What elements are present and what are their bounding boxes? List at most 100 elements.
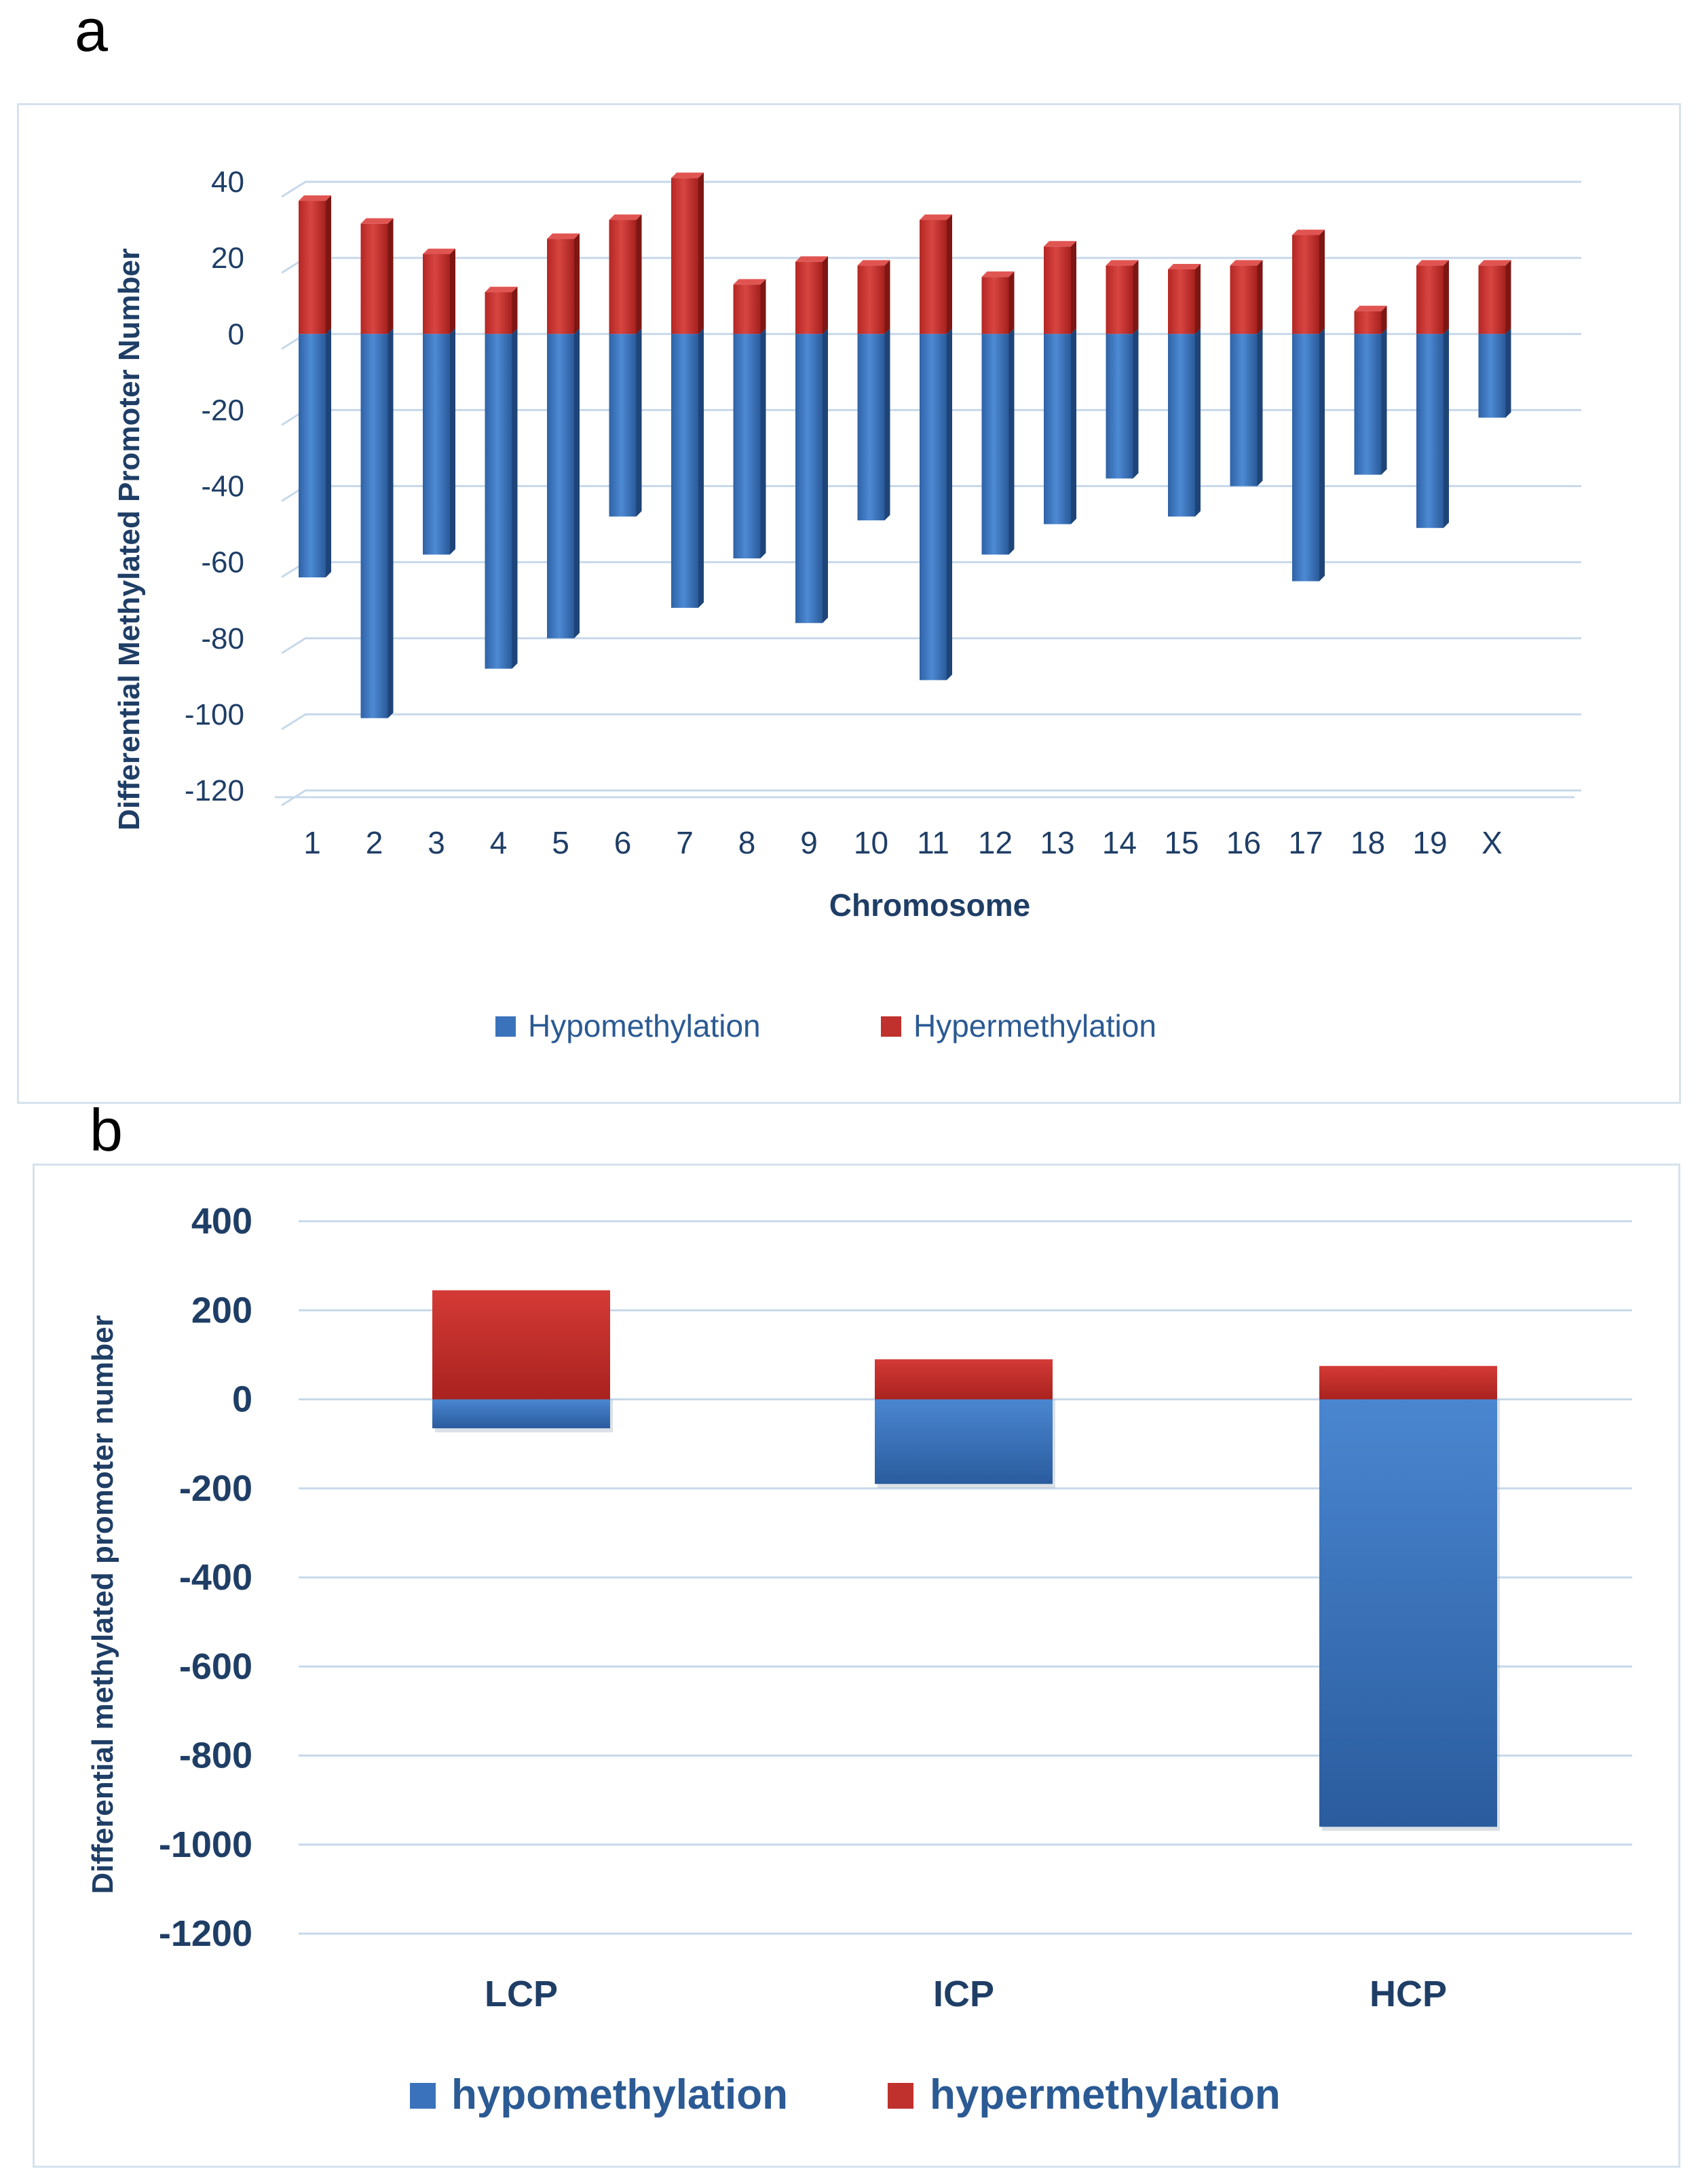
bar-hypermethylation-top [1416,260,1449,266]
bar-hypermethylation-top [981,271,1015,277]
legend-swatch-hypermethylation [881,1016,901,1037]
x-tick-label-b: HCP [1370,1974,1447,2014]
bar-hypomethylation [857,334,885,520]
y-tick-label-a: -80 [201,622,244,655]
x-tick-label-a: 13 [1040,825,1074,860]
bar-hypomethylation [547,334,574,638]
bar-hypermethylation-side [1505,260,1511,334]
y-tick-label-a: -100 [185,698,244,731]
gridline-a [281,637,1581,655]
bar-hypermethylation [432,1290,610,1400]
x-tick-label-a: 5 [552,825,569,860]
bar-hypomethylation-side [1319,328,1325,581]
bar-hypermethylation-side [884,260,890,334]
gridline-a [281,180,1581,198]
bar-hypomethylation-side [326,328,331,578]
bar-hypermethylation [1319,1366,1497,1400]
bar-hypomethylation-side [947,328,952,681]
bar-hypomethylation-side [1195,328,1201,517]
bar-hypermethylation [1044,246,1071,334]
y-tick-label-b: -1000 [159,1824,252,1865]
bar-hypermethylation [360,223,388,334]
bar-hypermethylation-side [1008,271,1015,334]
bar-hypomethylation [1106,334,1133,479]
bar-hypermethylation [485,292,512,334]
bar-hypermethylation-side [1133,260,1139,334]
bar-hypermethylation-side [1319,229,1325,334]
bar-hypomethylation-side [1257,328,1263,486]
bar-hypermethylation-top [857,260,890,266]
y-tick-label-b: -1200 [159,1913,252,1954]
y-tick-label-b: -800 [179,1736,252,1776]
bar-hypermethylation [1416,265,1444,334]
bar-hypermethylation [671,178,698,334]
bar-hypermethylation [609,220,637,334]
legend-label-hypermethylation: hypermethylation [930,2071,1281,2118]
bar-hypomethylation [795,334,823,624]
y-tick-label-a: 0 [228,318,244,351]
bar-hypermethylation-side [760,279,766,334]
y-tick-label-b: 200 [191,1290,252,1330]
bar-hypermethylation-side [450,248,455,334]
bar-hypomethylation-side [636,328,642,517]
bar-hypomethylation [1044,334,1071,524]
bar-hypomethylation [1478,334,1506,418]
bar-hypomethylation-side [450,328,455,555]
chart-b: 400 200 0 -200 -400 -600 -800 -1000 -1200 LCP ICP H… [86,1201,1632,2118]
bar-hypermethylation [1292,235,1319,334]
bar-hypomethylation [1230,334,1258,486]
y-tick-label-b: -600 [179,1646,252,1687]
bar-hypomethylation-side [1071,328,1076,524]
bar-hypermethylation-side [823,256,828,334]
x-tick-label-a: 19 [1412,825,1447,860]
bar-hypermethylation [1106,265,1133,334]
bar-hypermethylation-side [574,233,580,334]
bar-hypermethylation-top [1292,229,1325,235]
legend-label-hypomethylation: Hypomethylation [528,1008,761,1043]
bar-hypomethylation [609,334,637,517]
bar-hypermethylation-top [1168,263,1201,269]
legend-label-hypomethylation: hypomethylation [451,2071,788,2118]
legend-swatch-hypomethylation [495,1016,516,1037]
bar-hypermethylation-top [1230,260,1263,266]
x-tick-label-a: 18 [1351,825,1385,860]
bar-hypermethylation-top [920,214,952,221]
bar-hypomethylation [299,334,326,578]
legend-swatch-hypomethylation [410,2083,436,2109]
x-tick-label-a: 2 [366,825,383,860]
bar-hypomethylation-side [1133,328,1139,479]
bar-hypermethylation-side [388,218,394,334]
bar-hypermethylation [795,261,823,334]
bar-hypermethylation-top [671,172,704,178]
bar-hypermethylation [857,265,885,334]
bar-hypermethylation-top [1044,241,1076,247]
x-tick-label-b: ICP [933,1974,994,2014]
bar-hypermethylation-top [547,233,580,240]
bar-hypomethylation-side [1444,328,1449,529]
x-tick-label-a: 3 [428,825,445,860]
x-tick-label-a: 14 [1102,825,1137,860]
bar-hypomethylation [1292,334,1319,581]
x-tick-label-a: 10 [854,825,888,860]
x-tick-label-a: X [1482,825,1503,860]
bar-hypermethylation [1354,311,1382,334]
bar-hypomethylation-side [884,328,890,520]
bar-hypomethylation-side [1008,328,1015,555]
panel-label-a: a [75,0,108,64]
bar-hypermethylation [733,284,761,334]
bar-hypermethylation-side [947,214,952,334]
bar-hypermethylation-side [698,172,704,334]
bar-hypermethylation [423,254,450,334]
bar-hypermethylation-top [485,286,518,292]
bar-hypermethylation-top [733,279,766,285]
x-tick-label-a: 1 [303,825,321,860]
x-tick-label-a: 8 [738,825,756,860]
bar-hypomethylation-side [760,328,766,559]
bar-hypermethylation-side [1381,305,1387,334]
x-tick-label-a: 7 [676,825,694,860]
bar-hypomethylation [1319,1399,1497,1827]
bar-hypermethylation-top [609,214,642,221]
bar-hypermethylation [920,220,947,334]
y-tick-label-b: 0 [232,1379,252,1420]
